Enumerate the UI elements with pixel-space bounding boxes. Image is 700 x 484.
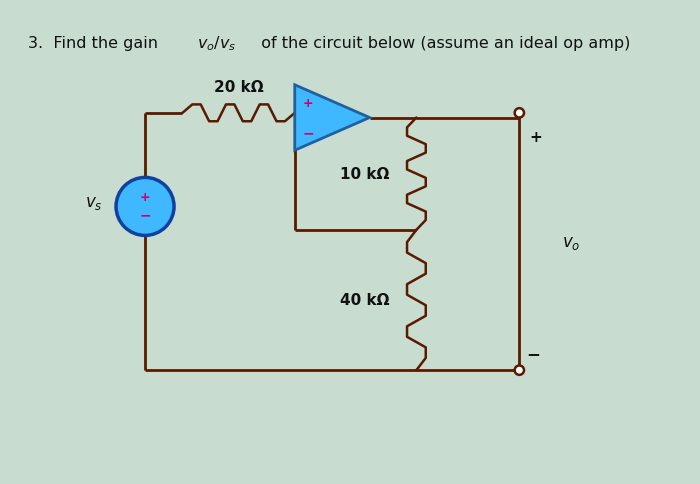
Text: +: + bbox=[302, 97, 313, 110]
Text: 40 kΩ: 40 kΩ bbox=[340, 293, 390, 308]
Text: −: − bbox=[526, 345, 540, 363]
Text: $v_s$: $v_s$ bbox=[85, 193, 102, 212]
Text: +: + bbox=[530, 129, 542, 144]
Text: −: − bbox=[139, 209, 151, 222]
Text: $v_o$: $v_o$ bbox=[561, 233, 580, 251]
Text: 10 kΩ: 10 kΩ bbox=[340, 167, 390, 182]
Text: 3.  Find the gain: 3. Find the gain bbox=[28, 36, 163, 51]
Circle shape bbox=[116, 178, 174, 236]
Circle shape bbox=[514, 366, 524, 375]
Circle shape bbox=[514, 109, 524, 118]
Polygon shape bbox=[295, 86, 370, 151]
Text: 20 kΩ: 20 kΩ bbox=[214, 80, 263, 95]
Text: +: + bbox=[140, 190, 150, 203]
Text: $v_o/v_s$: $v_o/v_s$ bbox=[197, 34, 236, 53]
Text: of the circuit below (assume an ideal op amp): of the circuit below (assume an ideal op… bbox=[251, 36, 630, 51]
Text: −: − bbox=[302, 126, 314, 140]
